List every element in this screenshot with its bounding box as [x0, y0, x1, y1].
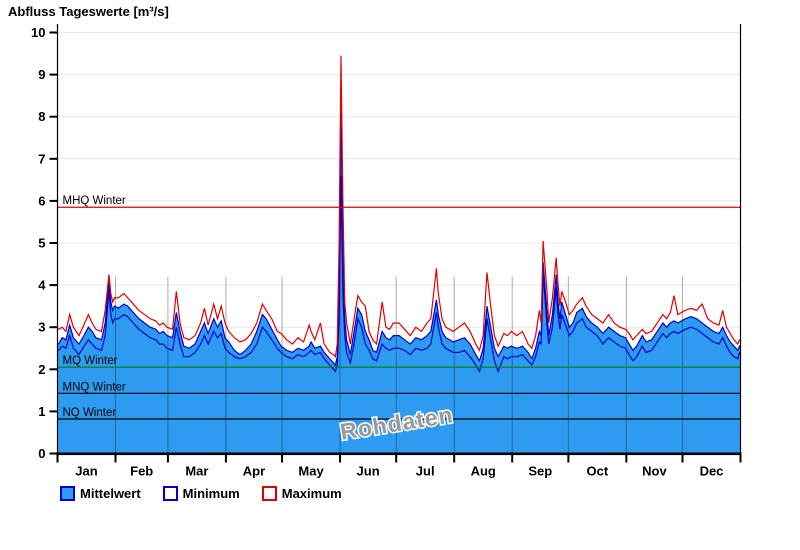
- y-tick-label: 8: [38, 109, 45, 124]
- y-tick-label: 10: [31, 25, 45, 40]
- page-title: Abfluss Tageswerte [m³/s]: [8, 4, 169, 19]
- legend-item-minimum: Minimum: [162, 486, 240, 501]
- ref-line-label: NQ Winter: [63, 407, 117, 419]
- mean-line: [57, 99, 741, 367]
- ref-line-label: MQ Winter: [63, 355, 118, 367]
- y-tick-label: 1: [38, 404, 45, 419]
- y-tick-label: 5: [38, 236, 45, 251]
- y-tick-label: 0: [38, 446, 45, 461]
- x-tick-label: Dec: [700, 464, 724, 479]
- x-axis: [56, 452, 742, 456]
- x-tick-label: Nov: [642, 464, 667, 479]
- x-tick-label: Feb: [130, 464, 153, 479]
- maximum-swatch-icon: [261, 486, 277, 501]
- y-tick-label: 9: [38, 67, 45, 82]
- minimum-swatch-icon: [162, 486, 178, 501]
- x-tick-label: Sep: [528, 464, 552, 479]
- legend-item-mittelwert: Mittelwert: [60, 486, 141, 501]
- y-tick-label: 6: [38, 193, 45, 208]
- min-line: [57, 175, 741, 374]
- x-tick-label: Jan: [75, 464, 97, 479]
- x-tick-label: Apr: [243, 464, 265, 479]
- x-tick-label: Aug: [471, 464, 496, 479]
- y-tick-label: 2: [38, 362, 45, 377]
- legend-item-maximum: Maximum: [261, 486, 342, 501]
- max-line: [57, 55, 741, 359]
- x-tick-label: Oct: [587, 464, 609, 479]
- mittelwert-swatch-icon: [60, 486, 75, 501]
- legend-label-mittelwert: Mittelwert: [80, 486, 141, 501]
- x-tick-label: May: [298, 464, 324, 479]
- legend-label-minimum: Minimum: [182, 486, 240, 501]
- y-tick-label: 4: [38, 278, 46, 293]
- mean-area: [57, 99, 741, 454]
- x-tick-label: Mar: [185, 464, 208, 479]
- x-tick-label: Jun: [357, 464, 380, 479]
- ref-line-label: MHQ Winter: [63, 195, 126, 207]
- x-tick-label: Jul: [416, 464, 435, 479]
- y-tick-label: 3: [38, 320, 45, 335]
- legend-label-maximum: Maximum: [281, 486, 342, 501]
- y-tick-label: 7: [38, 151, 45, 166]
- legend: Mittelwert Minimum Maximum: [60, 486, 364, 501]
- ref-line-label: MNQ Winter: [63, 381, 126, 393]
